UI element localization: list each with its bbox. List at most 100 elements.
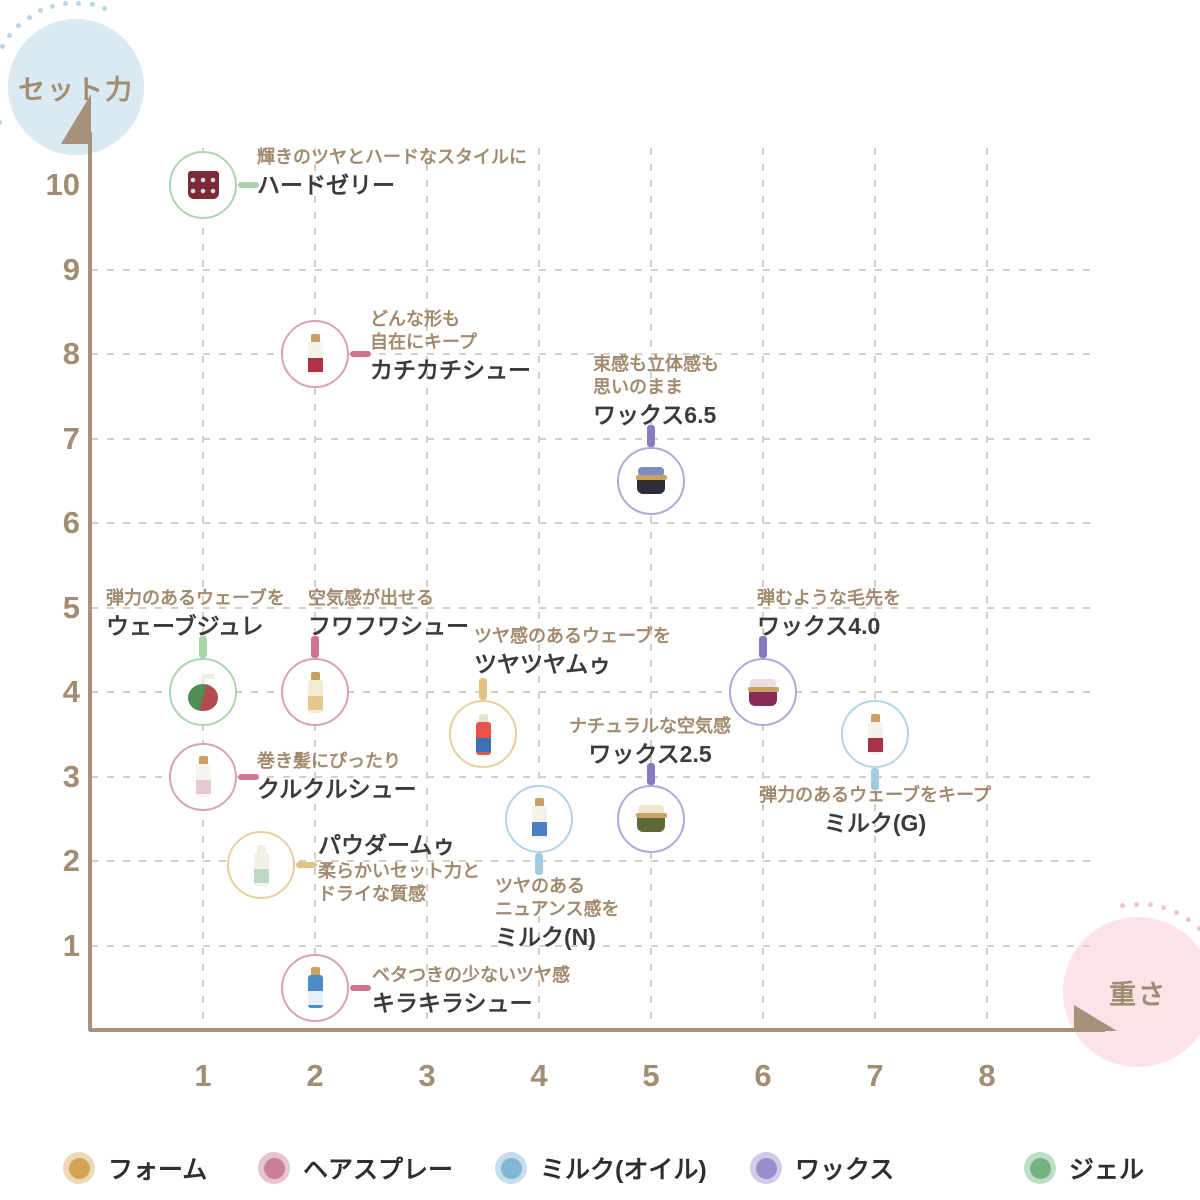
point-label-hard-jelly: 輝きのツヤとハードなスタイルにハードゼリー — [257, 146, 527, 199]
y-tick-label: 2 — [62, 843, 80, 878]
point-bubble-milk-g — [841, 700, 909, 769]
legend-label-gel: ジェル — [1069, 1156, 1145, 1184]
point-label-wax-2-5: ナチュラルな空気感 ワックス2.5 — [475, 715, 825, 768]
legend-dot-inner — [755, 1157, 777, 1179]
point-label-fuwafuwa-chou: 空気感が出せる フワフワシュー — [308, 587, 469, 640]
grid-line-horizontal — [91, 522, 1099, 524]
decorative-dot — [102, 5, 108, 11]
y-tick-label: 10 — [45, 167, 80, 202]
x-tick-label: 2 — [306, 1058, 324, 1093]
point-bubble-wave-jule — [169, 658, 237, 726]
grid-line-vertical — [538, 148, 540, 1030]
product-bottle-cap — [256, 844, 266, 853]
grid-line-horizontal — [91, 268, 1099, 271]
connector-tsuyatsuya-mou — [479, 678, 487, 701]
product-name: フワフワシュー — [308, 613, 469, 639]
connector-fuwafuwa-chou — [311, 636, 319, 658]
x-tick-label: 5 — [642, 1058, 660, 1093]
point-label-milk-g: 弾力のあるウェーブをキープ ミルク(G) — [700, 784, 1050, 837]
grid-line-vertical — [202, 148, 204, 1030]
x-axis-title: 重さ — [1109, 979, 1167, 1010]
point-label-milk-n: ツヤのある ニュアンス感を ミルク(N) — [495, 875, 620, 951]
product-description: 輝きのツヤとハードなスタイルに — [257, 147, 527, 167]
connector-kirakira-chou — [350, 984, 371, 991]
product-image-wax-6-5 — [635, 467, 667, 495]
legend-dot-foam-icon — [63, 1152, 95, 1184]
product-image-hard-jelly — [187, 171, 219, 199]
point-label-kurukuru-chou: 巻き髪にぴったり クルクルシュー — [257, 750, 417, 803]
decorative-dot — [1186, 917, 1191, 923]
product-jar-body — [637, 480, 665, 495]
legend-item-milk: ミルク(オイル) — [495, 1151, 707, 1185]
product-name: ツヤツヤムゥ — [474, 651, 612, 677]
legend-label-foam: フォーム — [108, 1156, 208, 1184]
product-jar-lid — [750, 678, 776, 687]
grid-line-horizontal — [91, 775, 1099, 778]
legend-label-wax: ワックス — [795, 1156, 895, 1184]
point-label-kachikachi-chou: どんな形も 自在にキープ カチカチシュー — [370, 308, 531, 384]
point-bubble-tsuyatsuya-mou — [449, 700, 517, 769]
product-description: 弾力のあるウェーブを — [106, 588, 285, 608]
connector-kurukuru-chou — [238, 773, 259, 780]
point-label-wax-6-5: 束感も立体感も 思いのまま ワックス6.5 — [593, 353, 719, 429]
grid-line-vertical — [314, 148, 316, 1030]
grid-line-horizontal — [91, 944, 1099, 947]
point-label-wax-4-0: 弾むような毛先をワックス4.0 — [757, 587, 901, 640]
x-tick-label: 8 — [978, 1058, 996, 1093]
product-bottle-body — [307, 975, 323, 1009]
point-bubble-powder-mou — [227, 831, 296, 900]
point-bubble-milk-n — [505, 784, 573, 853]
legend-label-milk: ミルク(オイル) — [540, 1156, 707, 1184]
legend-item-spray: ヘアスプレー — [258, 1151, 453, 1185]
decorative-dot — [16, 23, 22, 29]
x-axis-line — [89, 1028, 1105, 1032]
product-jar-rim — [747, 686, 779, 692]
product-bottle-body — [307, 679, 323, 713]
product-image-wave-jule — [188, 673, 218, 711]
decorative-dot — [1174, 910, 1180, 916]
product-image-wax-4-0 — [747, 678, 779, 706]
legend-label-spray: ヘアスプレー — [303, 1156, 454, 1184]
product-bottle-body — [867, 721, 883, 755]
point-bubble-wax-2-5 — [617, 784, 685, 853]
product-name: キラキラシュー — [372, 990, 533, 1016]
y-axis-line — [88, 132, 92, 1031]
product-description: 巻き髪にぴったり — [257, 751, 401, 771]
product-image-milk-n — [531, 798, 547, 840]
legend-dot-wax-icon — [750, 1152, 782, 1184]
product-image-powder-mou — [253, 844, 269, 886]
y-tick-label: 5 — [62, 589, 80, 625]
decorative-dot — [0, 120, 3, 125]
decorative-dot — [50, 3, 56, 9]
decorative-dot — [76, 0, 82, 6]
product-bottle-cap — [310, 333, 320, 342]
legend-item-gel: ジェル — [1024, 1151, 1144, 1185]
product-description: 弾むような毛先を — [757, 588, 901, 608]
product-bottle-label — [195, 780, 211, 794]
decorative-dot — [26, 14, 32, 20]
x-axis-arrow-icon — [1074, 1005, 1117, 1031]
product-jar-lid — [638, 805, 664, 814]
grid-line-vertical — [426, 148, 428, 1030]
product-bottle-cap — [534, 798, 544, 807]
product-description: ツヤ感のあるウェーブを — [474, 626, 671, 646]
product-pump-head — [201, 673, 215, 679]
decorative-dot — [1147, 902, 1153, 908]
connector-wax-6-5 — [647, 424, 655, 447]
product-bottle-body — [307, 341, 323, 375]
point-bubble-kachikachi-chou — [281, 320, 349, 388]
product-bottle-cap — [310, 671, 320, 680]
y-tick-label: 9 — [62, 251, 80, 287]
product-name: ワックス4.0 — [757, 613, 881, 639]
product-image-tsuyatsuya-mou — [475, 713, 491, 755]
x-axis-label-bubble: 重さ — [1063, 917, 1200, 1067]
legend-dot-milk-icon — [495, 1152, 527, 1184]
legend-item-wax: ワックス — [750, 1151, 894, 1185]
grid-line-vertical — [986, 148, 988, 1030]
product-bottle-body — [531, 806, 547, 840]
legend-dot-inner — [1029, 1157, 1051, 1179]
decorative-dot — [63, 1, 69, 7]
product-image-fuwafuwa-chou — [307, 671, 323, 713]
product-name: ハードゼリー — [257, 172, 395, 198]
